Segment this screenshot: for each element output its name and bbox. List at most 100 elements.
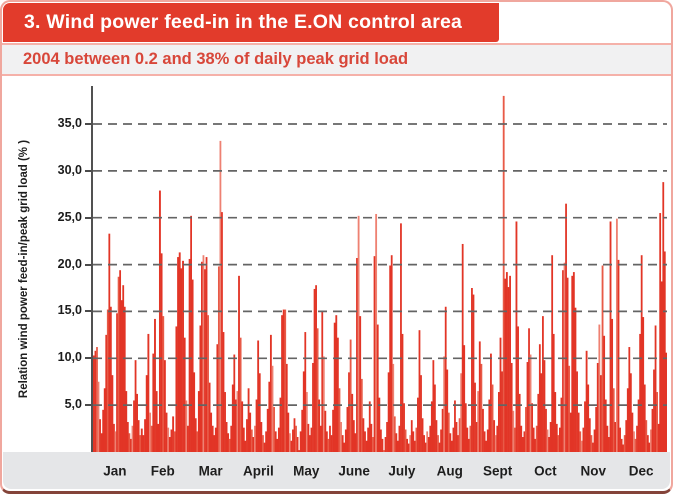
bar [352,420,355,452]
bar [359,316,362,452]
bar [196,431,199,452]
bar [102,409,105,452]
bar [653,369,655,452]
bar [651,408,654,452]
bar [398,425,401,452]
bar [628,347,631,452]
bar [106,309,109,452]
bar [543,360,546,452]
bar [170,429,173,452]
bar [340,422,342,452]
bar [279,397,282,452]
bar [273,407,276,452]
bar [538,344,541,452]
x-tick-label: Jan [103,463,127,478]
bar [367,427,370,452]
bar [480,363,483,452]
bar [268,381,271,452]
bar [485,440,488,452]
bar [427,437,430,452]
bar [325,431,328,452]
bar [108,233,111,452]
bar [577,412,580,452]
bar [257,340,260,452]
bar [636,425,638,452]
bar [474,382,476,452]
y-tick-label: 35,0 [57,116,82,130]
bar [528,328,530,452]
bar [525,407,527,452]
bar [182,260,184,452]
bar [165,412,168,452]
bar [545,408,547,452]
bar [231,384,234,452]
bar [362,418,365,452]
bar [443,356,446,452]
bar [513,427,516,452]
bar [486,429,489,452]
bar [505,272,508,452]
bar [292,429,294,452]
bar [304,332,307,452]
bar [258,373,261,452]
bar [617,259,620,452]
bar [319,425,322,452]
bar [94,350,97,452]
x-tick-label: Dec [628,463,654,478]
bar [384,437,387,452]
bar [188,258,191,452]
bar [187,425,189,452]
y-tick-label: 5,0 [64,397,82,412]
bar [105,334,108,452]
bar [560,397,563,452]
bar [562,270,564,452]
bar [167,427,170,452]
bar [571,275,574,452]
bar [312,362,314,452]
x-tick-label: July [388,463,416,478]
bar [178,252,181,452]
y-tick-mark [85,357,91,360]
bar [158,190,161,452]
bar [128,433,131,452]
bar [555,423,558,452]
bar [622,444,625,452]
bar [461,243,464,452]
bar [131,425,134,452]
bar [432,360,435,452]
bar [609,221,612,452]
bar [588,418,591,452]
bar [172,416,175,452]
bar [407,443,410,452]
bar [162,316,165,452]
y-tick-label: 30,0 [57,162,82,177]
bar [582,427,585,452]
y-tick-mark [85,169,91,172]
bar [136,393,138,452]
bar [603,335,606,452]
bar [99,419,101,452]
bar [554,392,557,452]
bar [365,440,368,452]
bar [293,418,296,452]
bar [509,275,511,452]
bar [221,212,223,452]
bar [241,401,244,452]
x-tick-label: Feb [150,463,175,478]
bar [557,435,560,452]
bar [626,388,629,452]
bar [207,315,209,452]
bar [640,255,643,452]
bar [612,388,615,452]
bar [529,354,532,452]
bar [389,265,392,452]
y-tick-mark [85,310,91,313]
bar [639,333,642,452]
bar [657,423,660,452]
bar [193,372,196,452]
bar [446,369,449,452]
bar [333,322,336,452]
bar [336,337,339,452]
bar [119,270,122,452]
